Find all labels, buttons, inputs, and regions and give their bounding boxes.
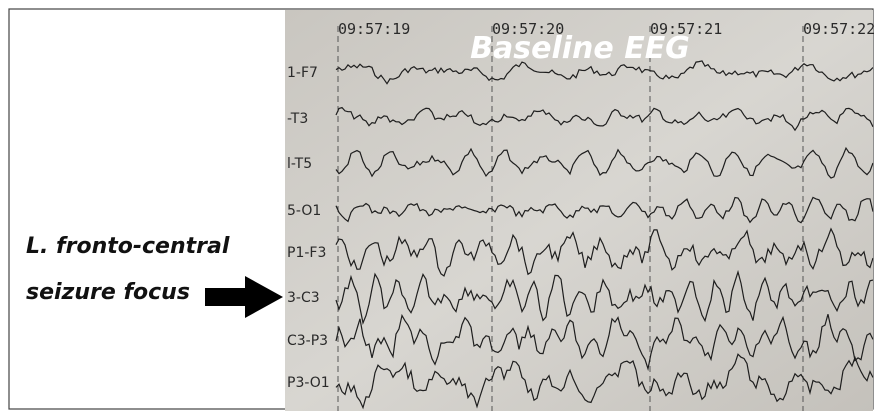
timestamp: 09:57:21: [650, 20, 722, 38]
title: Baseline EEG: [470, 31, 690, 66]
annotation-line: seizure focus: [26, 280, 190, 305]
channel-label: P1-F3: [287, 245, 326, 261]
channel-label: l-T5: [287, 156, 312, 172]
arrow: [205, 276, 283, 318]
eeg-trace: [335, 146, 874, 179]
eeg-trace: [335, 353, 874, 410]
channel-label: C3-P3: [287, 333, 328, 349]
annotation-line: L. fronto-central: [26, 234, 230, 259]
timestamp: 09:57:22: [803, 20, 875, 38]
eeg-trace: [335, 313, 874, 372]
channel-label: -T3: [287, 111, 308, 127]
eeg-trace: [335, 60, 874, 85]
labels: 09:57:19 09:57:20 09:57:21 09:57:22 1-F7 -T3 l…: [287, 20, 875, 391]
channel-label: 3-C3: [287, 290, 320, 306]
eeg-trace: [335, 269, 874, 325]
timestamp: 09:57:20: [492, 20, 564, 38]
channel-label: P3-O1: [287, 375, 330, 391]
eeg-trace: [335, 227, 874, 277]
eeg-trace: [335, 106, 874, 132]
channel-label: 5-O1: [287, 203, 321, 219]
timestamp: 09:57:19: [338, 20, 410, 38]
eeg-traces: [335, 26, 874, 411]
eeg-trace: [335, 196, 874, 224]
channel-label: 1-F7: [287, 65, 318, 81]
